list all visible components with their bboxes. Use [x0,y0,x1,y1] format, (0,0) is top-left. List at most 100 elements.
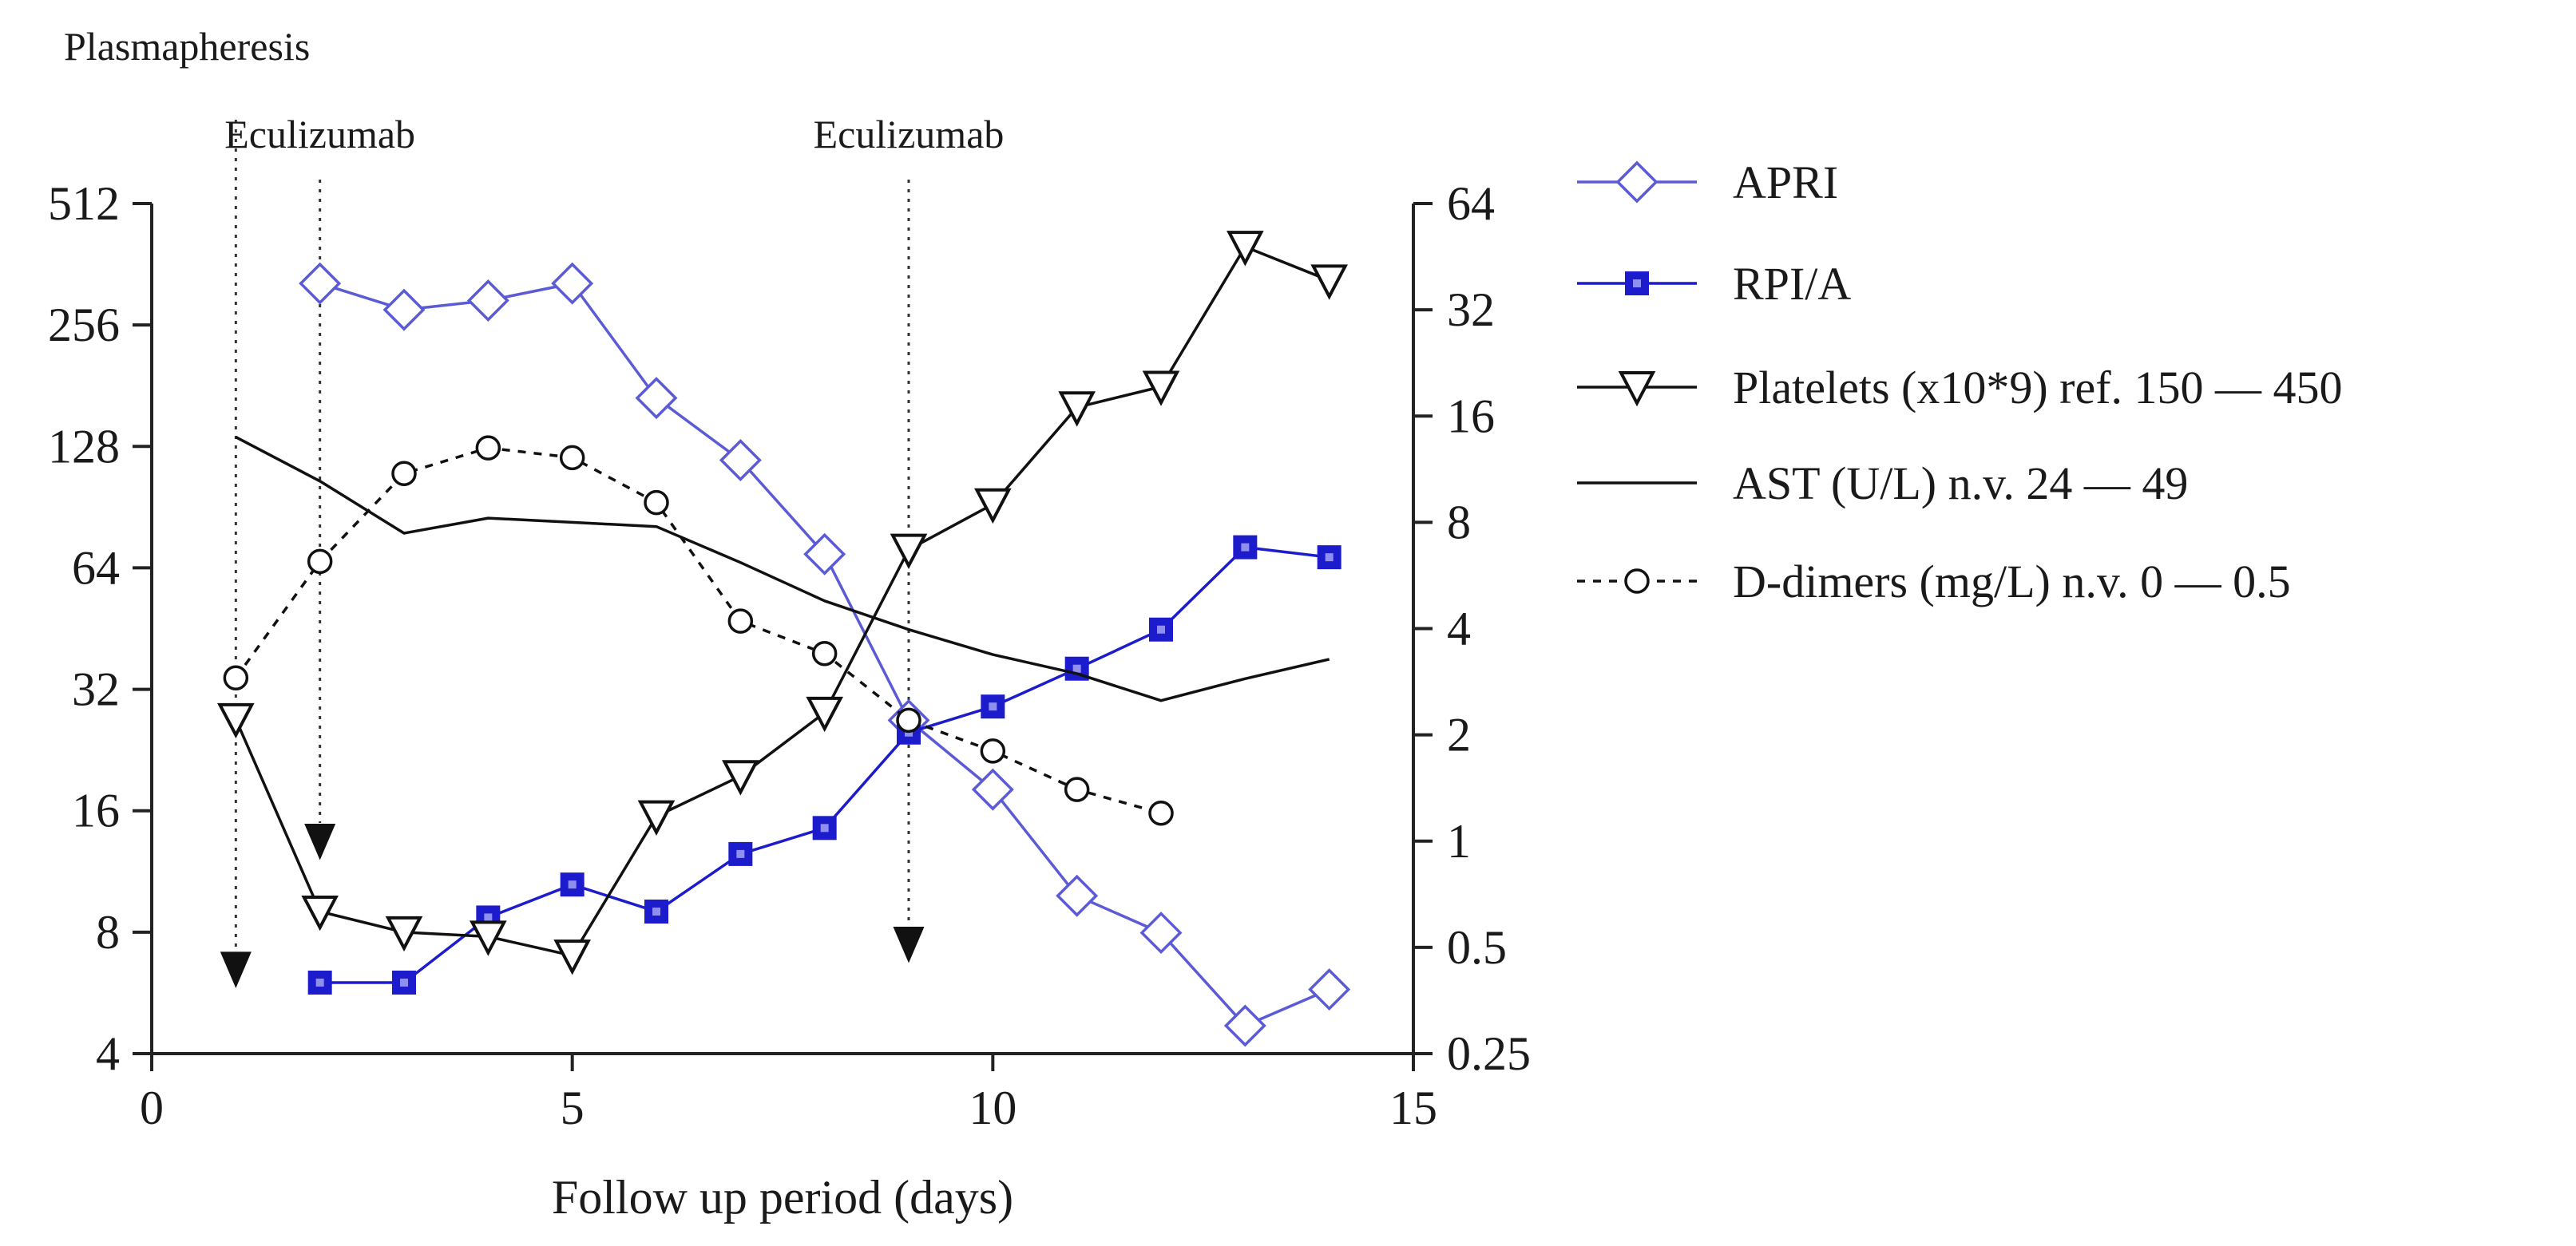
event-marker [893,927,925,963]
point-inner [400,979,408,987]
y-right-tick-label: 64 [1447,177,1495,230]
point [223,665,249,691]
x-tick-label: 0 [140,1082,164,1134]
point [637,800,676,836]
x-tick-label: 10 [969,1082,1017,1134]
legend-item: AST (U/L) n.v. 24 — 49 [1577,457,2188,509]
y-right-tick-label: 2 [1447,709,1471,761]
point [1139,912,1183,955]
y-left-tick-label: 128 [48,420,120,473]
y-right-tick-label: 8 [1447,496,1471,548]
point [1308,968,1351,1011]
y-right-tick-label: 4 [1447,603,1471,655]
legend-label: Platelets (x10*9) ref. 150 — 450 [1733,362,2343,413]
legend-label: D-dimers (mg/L) n.v. 0 — 0.5 [1733,556,2291,607]
axes: 0 5 10 15 4 8 16 32 64 128 256 512 0.25 0.5 1 2 4 8 16 32 64… [48,177,1531,1224]
point [551,262,594,305]
x-tick-label: 5 [561,1082,585,1134]
annotations: Plasmapheresis Eculizumab Eculizumab [64,24,1005,988]
y-left-tick-label: 64 [72,541,120,594]
point [1056,874,1099,917]
legend: APRI RPI/A Platelets (x10*9) ref. 150 — 45… [1577,156,2343,607]
series-line [234,245,1330,957]
event-marker [304,824,336,860]
y-right-tick-label: 32 [1447,283,1495,336]
y-right-tick-label: 16 [1447,390,1495,442]
point [812,816,837,841]
point [635,377,678,420]
y-left-tick-label: 16 [72,785,120,837]
y-right-tick-label: 0.5 [1447,921,1507,974]
point-inner [652,908,660,916]
point [1058,391,1096,427]
point [719,439,762,481]
point [1233,535,1258,560]
point [896,707,921,734]
point [890,533,928,569]
point-inner [1157,625,1165,634]
point [217,702,255,739]
point [1142,370,1180,406]
point-inner [820,824,829,833]
series-platelets [217,231,1348,975]
series-line [234,446,1162,815]
x-tick-label: 15 [1389,1082,1437,1134]
point [722,760,759,796]
point [1223,1004,1266,1047]
point [980,738,1006,764]
point [559,445,585,471]
y-left-tick-label: 32 [72,663,120,716]
series-ddimers [223,435,1174,826]
series-ast [235,436,1330,702]
y-left-tick-label: 8 [96,906,120,959]
y-right-tick-label: 1 [1447,815,1471,868]
series-line [319,545,1330,984]
point [806,696,843,733]
y-right-tick-label: 0.25 [1447,1027,1531,1080]
event-marker [220,951,252,988]
y-left-tick-label: 512 [48,177,120,230]
point [1227,231,1264,267]
point-inner [484,913,493,922]
y-left-tick-label: 4 [96,1027,120,1080]
point [391,461,417,486]
annotation-label: Plasmapheresis [64,24,310,69]
x-axis-title: Follow up period (days) [552,1171,1013,1224]
point-inner [989,702,997,711]
legend-label: APRI [1733,156,1838,208]
point [803,532,846,576]
point [553,939,591,975]
legend-item: Platelets (x10*9) ref. 150 — 450 [1577,362,2343,413]
point [727,608,754,634]
series-line [235,436,1330,702]
point [974,488,1012,524]
legend-label: RPI/A [1733,258,1851,310]
point [475,435,501,461]
point-inner [1241,543,1250,552]
point-inner [736,849,745,858]
point [470,920,507,956]
point [307,548,333,575]
point [1310,264,1348,300]
legend-item: RPI/A [1577,258,1851,310]
point [1624,568,1650,594]
point-inner [1633,279,1641,287]
point [1149,617,1173,642]
series-apri [299,262,1351,1047]
legend-item: APRI [1577,156,1838,208]
point [385,916,423,952]
point-inner [1325,553,1334,562]
point [644,489,669,516]
point [301,896,339,932]
point [466,279,509,322]
annotation-label: Eculizumab [814,112,1005,156]
point [1064,777,1090,802]
legend-label: AST (U/L) n.v. 24 — 49 [1733,457,2188,509]
legend-item: D-dimers (mg/L) n.v. 0 — 0.5 [1577,556,2291,607]
point [1148,800,1174,826]
point-inner [1072,664,1081,673]
point [1615,160,1659,204]
point [971,768,1014,811]
annotation-label: Eculizumab [224,112,415,156]
